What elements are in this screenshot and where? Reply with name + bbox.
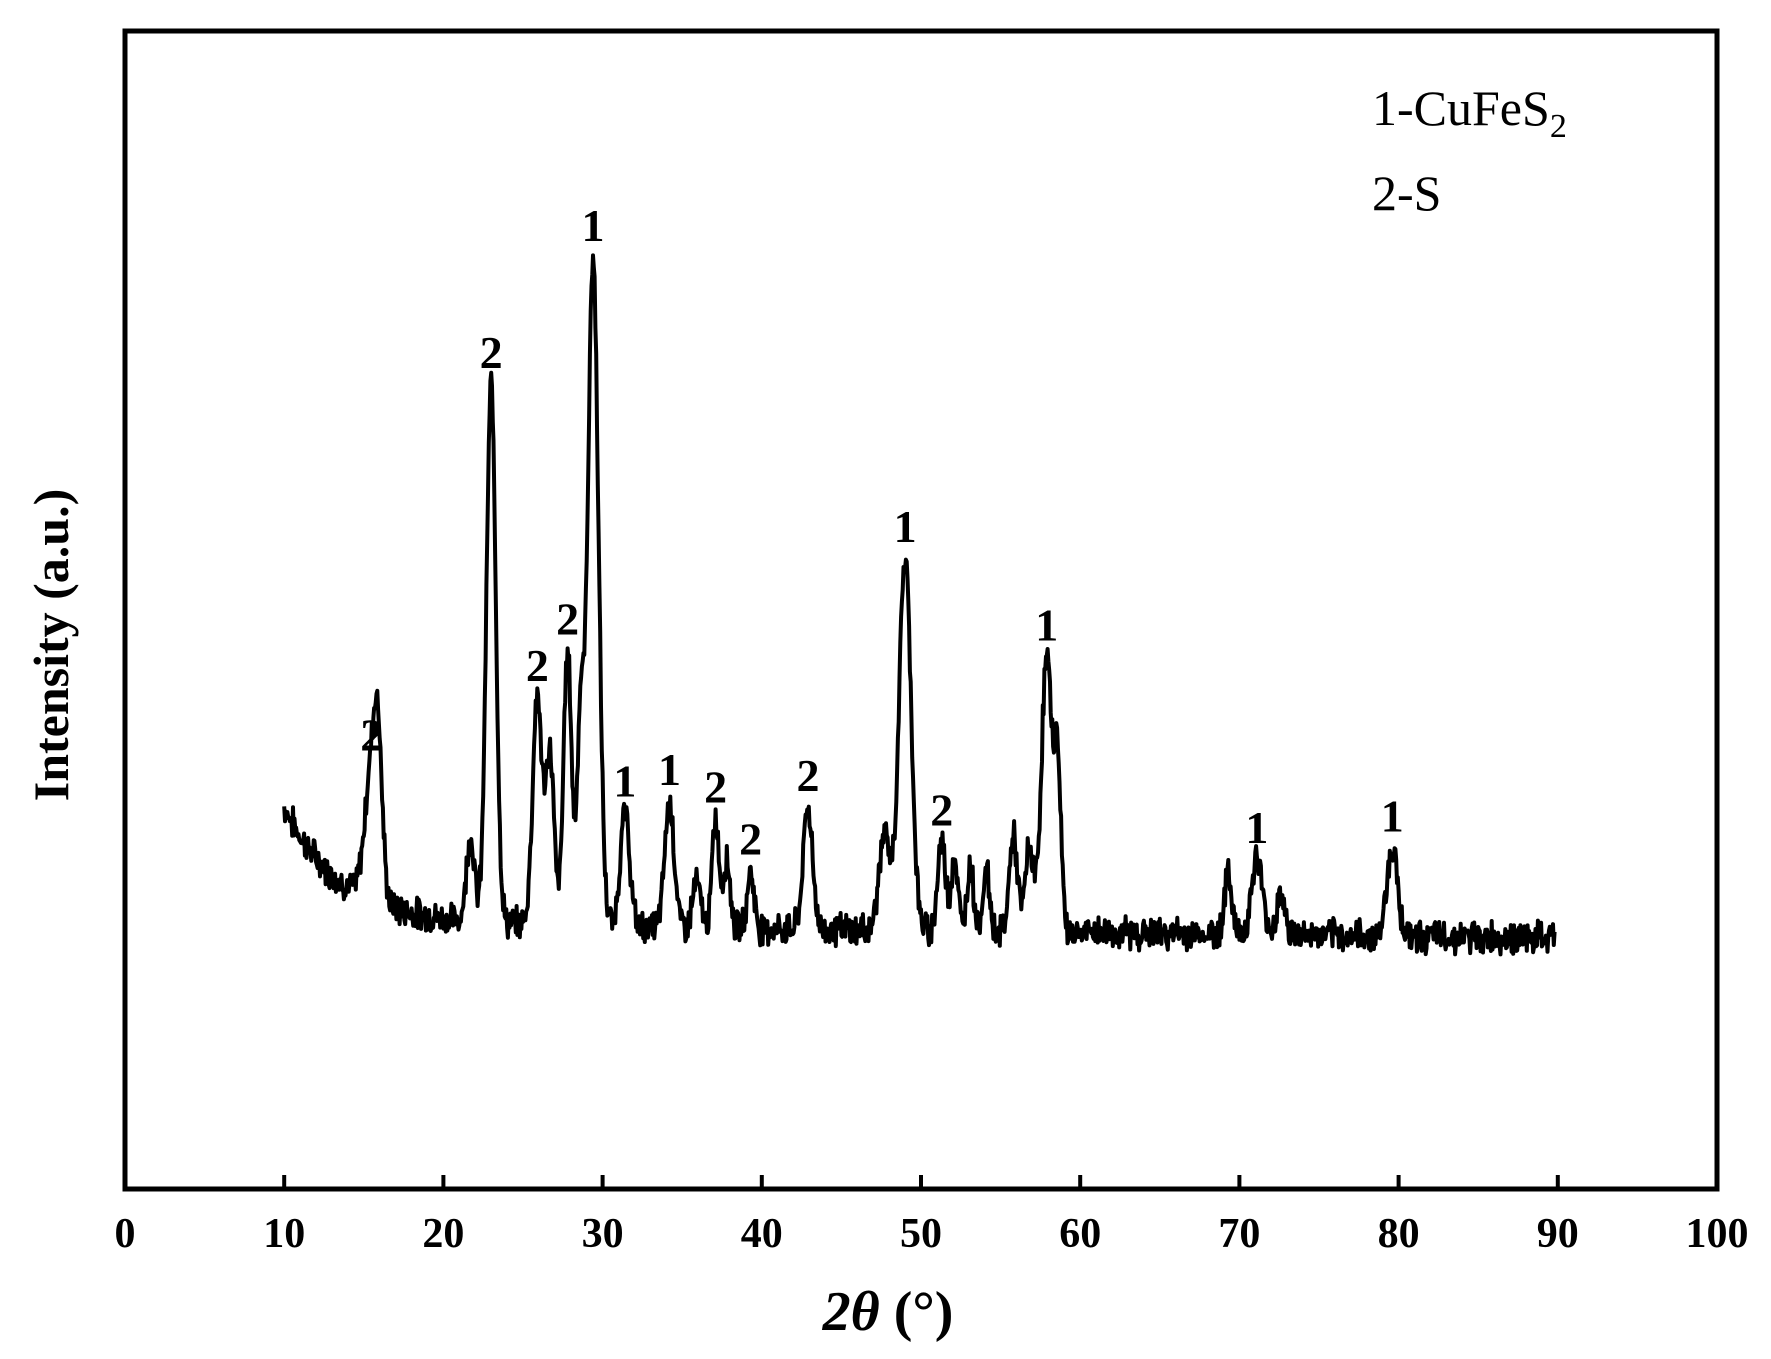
peak-label: 2 bbox=[360, 709, 383, 760]
x-tick-label: 70 bbox=[1218, 1211, 1260, 1257]
peak-label: 1 bbox=[894, 501, 917, 552]
peak-label: 2 bbox=[556, 594, 579, 645]
peak-label: 2 bbox=[796, 750, 819, 801]
x-tick-label: 40 bbox=[741, 1211, 783, 1257]
x-tick-label: 60 bbox=[1059, 1211, 1101, 1257]
x-tick-label: 80 bbox=[1378, 1211, 1420, 1257]
x-axis-ticks: 0 10 20 30 40 50 60 70 80 90 100 bbox=[115, 1175, 1749, 1257]
legend-entry-1: 1-CuFeS2 bbox=[1372, 80, 1567, 145]
x-tick-label: 50 bbox=[900, 1211, 942, 1257]
peak-label: 1 bbox=[582, 200, 605, 251]
legend-entry-2: 2-S bbox=[1372, 165, 1441, 221]
legend: 1-CuFeS2 2-S bbox=[1372, 80, 1567, 221]
peak-label: 2 bbox=[739, 814, 762, 865]
x-tick-label: 20 bbox=[422, 1211, 464, 1257]
peak-label: 1 bbox=[1381, 790, 1404, 841]
x-tick-label: 100 bbox=[1686, 1211, 1749, 1257]
peak-label: 1 bbox=[613, 756, 636, 807]
peak-label: 1 bbox=[1035, 599, 1058, 650]
peak-label: 2 bbox=[480, 327, 503, 378]
x-axis-label: 2θ (°) bbox=[822, 1281, 954, 1343]
peak-label: 2 bbox=[526, 640, 549, 691]
peak-label: 1 bbox=[1245, 802, 1268, 853]
plot-frame bbox=[122, 28, 1720, 1192]
series-group bbox=[282, 253, 1557, 957]
x-tick-label: 90 bbox=[1537, 1211, 1579, 1257]
peak-label: 2 bbox=[704, 761, 727, 812]
x-tick-label: 0 bbox=[115, 1211, 136, 1257]
peak-label: 1 bbox=[658, 744, 681, 795]
x-tick-label: 10 bbox=[263, 1211, 305, 1257]
x-tick-label: 30 bbox=[582, 1211, 624, 1257]
peak-label: 2 bbox=[930, 785, 953, 836]
y-axis-label: Intensity (a.u.) bbox=[23, 489, 79, 802]
series-line bbox=[282, 253, 1557, 957]
